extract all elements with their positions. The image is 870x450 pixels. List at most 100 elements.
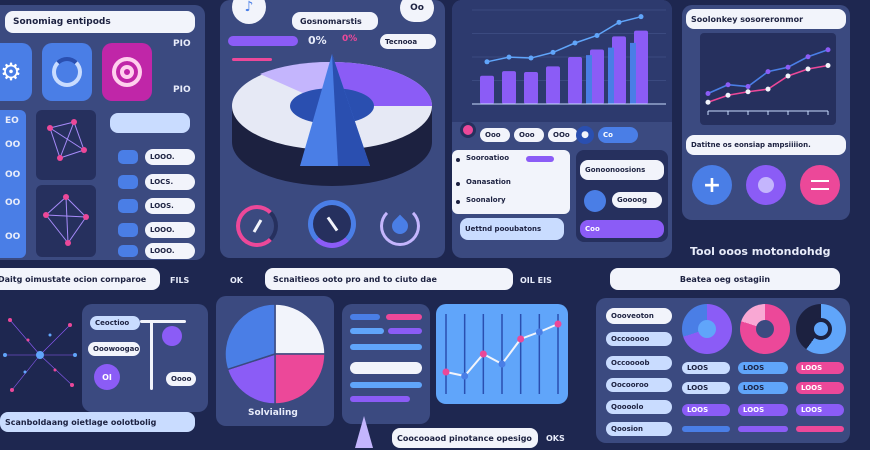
input-2[interactable]: LOCS.: [145, 174, 195, 190]
chat-glyph-icon: ●: [581, 130, 589, 140]
line-point-1-1: [705, 91, 711, 96]
logo-icon: ♪: [244, 0, 254, 15]
middle-center-label: Scnaitieos ooto pro and to ciuto dae: [265, 268, 513, 290]
gear-tile[interactable]: ⚙: [0, 43, 32, 101]
menu-button[interactable]: [800, 165, 840, 205]
bar-chart: [452, 0, 672, 122]
toggle-2[interactable]: [118, 175, 138, 189]
side-icon: [584, 190, 606, 212]
add-button[interactable]: +: [692, 165, 732, 205]
pie-slice-4: [224, 303, 276, 371]
sync-tile[interactable]: [42, 43, 92, 101]
side-button[interactable]: Goooog: [612, 192, 662, 208]
br-list-5[interactable]: Qoosion: [606, 422, 672, 436]
bar-chart-node-icon: [460, 122, 476, 138]
side-tag[interactable]: Coo: [580, 220, 664, 238]
bar-4: [546, 66, 560, 104]
list-item-2[interactable]: Oanasation: [466, 178, 511, 186]
bar-3: [524, 72, 538, 104]
stack-row-2b[interactable]: [388, 328, 422, 334]
bar-trend-point-3: [528, 55, 534, 61]
stack-field[interactable]: [350, 362, 422, 374]
network-graph-bottom-svg: [43, 194, 89, 246]
pie-label: Solvialing: [248, 408, 298, 418]
br-grid-6[interactable]: LOOS: [796, 382, 844, 394]
gauge-center-needle-icon: [326, 216, 338, 232]
bl-badge[interactable]: OI: [94, 364, 120, 390]
list-item-1-bar: [526, 156, 554, 162]
br-grid-7[interactable]: LOOS: [682, 404, 730, 416]
list-item-1[interactable]: Sooroatioo: [466, 154, 510, 162]
br-chip-title: Oooveoton: [606, 308, 672, 324]
input-5[interactable]: LOOO.: [145, 243, 195, 259]
input-1[interactable]: LOOO.: [145, 149, 195, 165]
input-3[interactable]: LOOS.: [145, 198, 195, 214]
list-item-3[interactable]: Soonalory: [466, 196, 506, 204]
br-progress-3: [796, 426, 844, 432]
donut-teal-hole: [810, 318, 832, 340]
percent-left: 0%: [308, 34, 327, 47]
line-point-2-7: [825, 63, 831, 68]
stack-row-4[interactable]: [350, 382, 422, 388]
middle-left-code: FILS: [170, 276, 190, 285]
line-point-1-5: [785, 64, 791, 70]
stack-row-1a[interactable]: [350, 314, 380, 320]
br-grid-4[interactable]: LOOS: [682, 382, 730, 394]
stack-row-1b[interactable]: [386, 314, 422, 320]
br-list-2[interactable]: Occoooob: [606, 356, 672, 370]
chat-icon[interactable]: ●: [576, 126, 594, 144]
top-left-header: Sonomiag entipods: [5, 11, 195, 33]
particle-cluster-svg: [3, 318, 77, 392]
bar-secondary-6: [586, 55, 592, 104]
center-chip-small: Tecnooa: [380, 34, 436, 49]
br-grid-5[interactable]: LOOS: [738, 382, 788, 394]
stack-row-2a[interactable]: [350, 328, 384, 334]
bar-8: [634, 30, 648, 104]
donut-blue: [682, 304, 732, 354]
bl-chip-2[interactable]: Ooowoogao: [88, 342, 140, 356]
target-tile[interactable]: [102, 43, 152, 101]
line-chart-frame: [700, 33, 836, 125]
bar-trend-line: [486, 15, 642, 63]
update-button[interactable]: Uettnd pooubatons: [460, 218, 564, 240]
br-grid-9[interactable]: LOOS: [796, 404, 844, 416]
pie-slice-2: [274, 353, 326, 405]
network-graph-top: [36, 110, 96, 180]
bottom-center-label: Coocooaod pinotance opesigo: [392, 428, 538, 448]
stack-row-3[interactable]: [350, 344, 422, 350]
drop-icon: [388, 214, 412, 238]
bl-divider: [140, 320, 186, 323]
bottom-center-code: OKS: [546, 434, 565, 443]
bar-btn-1[interactable]: Ooo: [480, 128, 510, 142]
bl-chip-1[interactable]: Ceoctioo: [90, 316, 140, 330]
donut-pink-hole: [756, 320, 774, 338]
toggle-3[interactable]: [118, 199, 138, 213]
record-button[interactable]: [746, 165, 786, 205]
br-list-1[interactable]: Occooooo: [606, 332, 672, 346]
br-grid-1[interactable]: LOOS: [682, 362, 730, 374]
toggle-1[interactable]: [118, 150, 138, 164]
br-grid-2[interactable]: LOOS: [738, 362, 788, 374]
bar-btn-2[interactable]: Ooo: [514, 128, 544, 142]
code-label-a: PIO: [173, 39, 191, 49]
menu-icon: [811, 180, 829, 190]
input-4[interactable]: LOOO.: [145, 222, 195, 238]
bl-chip-3[interactable]: Oooo: [166, 372, 196, 386]
toggle-5[interactable]: [118, 245, 138, 257]
top-left-field-top[interactable]: [110, 113, 190, 133]
br-list-4[interactable]: Qoooolo: [606, 400, 672, 414]
vline-point-3: [479, 350, 487, 358]
br-grid-8[interactable]: LOOS: [738, 404, 788, 416]
middle-center-code: OK: [230, 276, 243, 285]
top-right-panel: Soolonkey sosoreronmor Datitne os eonsia…: [682, 5, 850, 220]
br-list-3[interactable]: Oocooroo: [606, 378, 672, 392]
bar-btn-3[interactable]: OOo: [548, 128, 578, 142]
bar-chip-blue[interactable]: Co: [598, 127, 638, 143]
top-right-subtitle: Datitne os eonsiap ampsiiiion.: [686, 135, 846, 155]
br-grid-3[interactable]: LOOS: [796, 362, 844, 374]
stack-row-5[interactable]: [350, 396, 410, 402]
line-chart: [705, 47, 831, 115]
toggle-4[interactable]: [118, 223, 138, 237]
donut-pink: [740, 304, 790, 354]
center-slider-track[interactable]: [228, 36, 298, 46]
